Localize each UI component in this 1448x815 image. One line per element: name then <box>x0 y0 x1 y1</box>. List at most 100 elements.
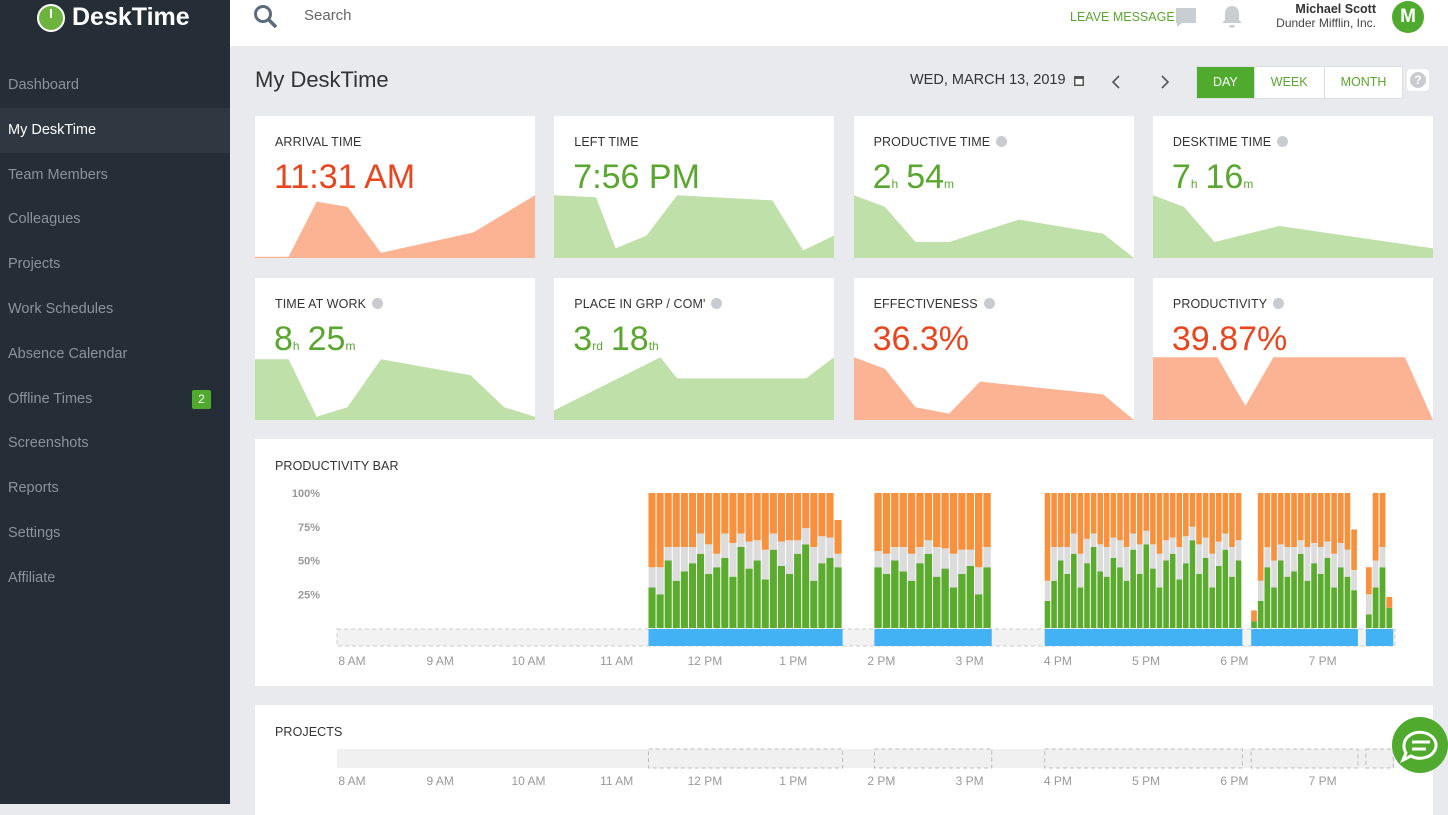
nav-item[interactable]: Screenshots <box>0 421 230 466</box>
card-label-text: ARRIVAL TIME <box>275 135 362 149</box>
nav-item[interactable]: My DeskTime <box>0 107 230 153</box>
card-label: LEFT TIME <box>574 135 638 149</box>
card-label-text: PRODUCTIVITY <box>1172 297 1268 311</box>
chat-button[interactable] <box>1392 717 1448 773</box>
card-label-text: EFFECTIVENESS <box>873 297 978 311</box>
nav-item[interactable]: Absence Calendar <box>0 332 230 377</box>
card-label-text: TIME AT WORK <box>275 297 367 311</box>
value-unit: h <box>1190 177 1198 191</box>
calendar-icon[interactable] <box>1073 74 1085 87</box>
nav-label: Offline Times <box>8 390 93 407</box>
bell-icon[interactable] <box>1220 4 1244 30</box>
card-label: PRODUCTIVITY <box>1172 297 1285 311</box>
nav-item[interactable]: Reports <box>0 466 230 511</box>
card-value: 7h 16m <box>1172 158 1261 197</box>
sparkline-area <box>554 357 835 420</box>
sparkline-area <box>255 195 535 258</box>
message-icon[interactable] <box>1174 6 1198 30</box>
prev-day[interactable] <box>1110 74 1122 90</box>
value-unit: h <box>891 177 899 191</box>
panel-title: PRODUCTIVITY BAR <box>275 459 399 473</box>
next-day[interactable] <box>1159 74 1171 90</box>
nav-item[interactable]: Team Members <box>0 153 230 198</box>
sidebar: DeskTime Dashboard My DeskTime Team Member… <box>0 0 230 804</box>
value-number: 18 <box>610 320 649 358</box>
nav-label: Projects <box>8 256 61 273</box>
value-unit: rd <box>592 339 603 353</box>
help-icon <box>996 136 1008 147</box>
page-title: My DeskTime <box>255 67 389 92</box>
view-switch: DAY WEEK MONTH <box>1196 66 1404 99</box>
logo: DeskTime <box>72 3 190 31</box>
productivity-panel: PRODUCTIVITY BAR <box>255 439 1433 686</box>
help-icon <box>983 298 995 309</box>
help-icon: ? <box>1410 72 1426 88</box>
card-value: 2h 54m <box>873 158 962 197</box>
value-number: 7 <box>1171 158 1191 196</box>
sparkline-area <box>554 195 835 258</box>
nav-label: Affiliate <box>8 569 56 586</box>
sparkline <box>554 195 835 258</box>
value-unit: h <box>292 339 300 353</box>
sparkline <box>255 359 535 420</box>
help-button[interactable]: ? <box>1407 69 1429 91</box>
sparkline <box>554 357 835 420</box>
sparkline <box>1152 357 1433 420</box>
sparkline <box>1152 195 1433 258</box>
card-label-text: LEFT TIME <box>574 135 639 149</box>
card-label-text: PRODUCTIVE TIME <box>873 135 991 149</box>
sparkline-area <box>1152 357 1433 420</box>
value-number: 16 <box>1205 158 1244 196</box>
card-label: TIME AT WORK <box>275 297 384 311</box>
nav-label: Settings <box>8 525 61 541</box>
date[interactable]: WED, MARCH 13, 2019 <box>910 72 1066 88</box>
nav-label: Colleagues <box>8 211 81 228</box>
card-label: EFFECTIVENESS <box>874 297 995 311</box>
card-label-text: PLACE IN GRP / COM' <box>574 297 706 311</box>
value-number: 25 <box>307 320 346 358</box>
nav-label: My DeskTime <box>8 121 97 138</box>
sparkline-area <box>853 195 1134 258</box>
card-value: 3rd 18th <box>573 320 666 359</box>
projects-panel: PROJECTS <box>255 705 1433 815</box>
leave-message[interactable]: LEAVE MESSAGE <box>1070 10 1175 24</box>
nav-item[interactable]: Settings <box>0 511 230 556</box>
card-value: 8h 25m <box>274 320 363 359</box>
nav-label: Team Members <box>8 166 108 183</box>
nav-item[interactable]: Colleagues <box>0 197 230 242</box>
nav-item[interactable]: Projects <box>0 242 230 287</box>
value-number: 2 <box>872 158 892 196</box>
search-icon[interactable] <box>253 4 279 30</box>
sparkline <box>853 357 1134 420</box>
logo-icon <box>37 4 65 32</box>
help-icon <box>711 298 723 309</box>
panel-title: PROJECTS <box>275 725 343 739</box>
stat-card: PLACE IN GRP / COM' 3rd 18th <box>554 278 835 420</box>
value-number: 7:56 PM <box>573 158 700 196</box>
value-unit: m <box>944 177 955 191</box>
card-value: 7:56 PM <box>573 158 700 197</box>
value-number: 54 <box>906 158 945 196</box>
nav-label: Absence Calendar <box>8 345 128 362</box>
view-button[interactable]: MONTH <box>1323 67 1403 98</box>
avatar[interactable]: M <box>1392 1 1424 33</box>
value-unit: m <box>1243 177 1254 191</box>
search-input[interactable]: Search <box>304 7 352 24</box>
chat-icon <box>1400 730 1438 764</box>
nav-label: Screenshots <box>8 435 89 452</box>
topbar: Search LEAVE MESSAGE Michael Scott Dunde… <box>230 0 1448 46</box>
nav-item[interactable]: Affiliate <box>0 556 230 601</box>
stat-card: EFFECTIVENESS 36.3% <box>853 278 1134 420</box>
help-icon <box>1277 136 1289 147</box>
view-button[interactable]: DAY <box>1197 67 1254 98</box>
company-name: Dunder Mifflin, Inc. <box>1276 16 1376 30</box>
nav-item[interactable]: Work Schedules <box>0 287 230 332</box>
value-number: 11:31 AM <box>274 158 416 196</box>
nav-item[interactable]: Offline Times 2 <box>0 377 230 422</box>
nav-item[interactable]: Dashboard <box>0 63 230 108</box>
card-label: PLACE IN GRP / COM' <box>574 297 723 311</box>
view-button[interactable]: WEEK <box>1253 67 1324 98</box>
sparkline-area <box>853 357 1134 420</box>
